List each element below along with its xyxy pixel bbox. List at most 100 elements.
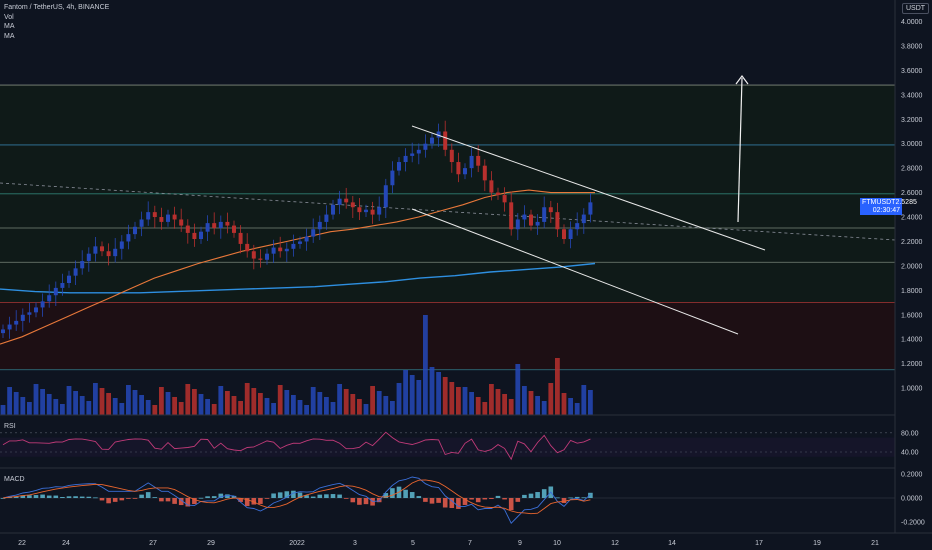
macd-histogram-bar (462, 498, 468, 505)
candle-body (271, 247, 276, 254)
volume-bar (403, 370, 408, 415)
volume-bar (390, 401, 395, 415)
macd-histogram-bar (482, 498, 488, 500)
ma-fast-line (0, 189, 595, 345)
volume-bar (357, 399, 362, 415)
volume-bar (508, 399, 514, 415)
candle-body (298, 241, 302, 244)
candle-body (192, 232, 197, 240)
candle-body (482, 165, 487, 181)
candle-body (535, 221, 540, 226)
volume-bar (442, 377, 448, 415)
volume-bar (528, 391, 534, 415)
volume-bar (152, 405, 158, 415)
volume-bar (561, 393, 567, 415)
macd-histogram-bar (449, 498, 455, 508)
volume-bar (139, 395, 144, 415)
symbol-title: Fantom / TetherUS, 4h, BINANCE (4, 4, 110, 11)
y-tick-label: 2.0000 (901, 263, 923, 270)
volume-bar (172, 397, 177, 415)
candle-body (53, 287, 58, 296)
macd-histogram-bar (152, 497, 158, 498)
y-tick-label: 2.4000 (901, 215, 923, 222)
macd-histogram-bar (106, 498, 111, 504)
macd-histogram-bar (73, 496, 78, 498)
macd-histogram-bar (403, 489, 408, 498)
macd-histogram-bar (436, 498, 441, 503)
candle-body (383, 185, 388, 208)
x-tick-label: 29 (207, 540, 215, 547)
candle-body (14, 320, 19, 325)
x-tick-label: 21 (871, 540, 879, 547)
volume-bar (7, 387, 12, 415)
candle-body (225, 221, 230, 226)
volume-bar (271, 403, 276, 415)
ma-label: MA (4, 23, 15, 30)
candle-body (278, 247, 283, 252)
volume-bar (574, 403, 580, 415)
macd-histogram-bar (46, 495, 52, 498)
volume-bar (343, 389, 349, 415)
price-tag-countdown: 02:30:47 (872, 207, 900, 214)
rsi-pane-label: RSI (4, 423, 16, 430)
x-tick-label: 24 (62, 540, 70, 547)
volume-bar (396, 383, 402, 415)
macd-histogram-bar (515, 498, 521, 502)
candle-body (397, 162, 401, 171)
candle-body (179, 219, 184, 226)
volume-bar (317, 392, 323, 415)
volume-bar (106, 393, 111, 415)
y-tick-label: 2.8000 (901, 166, 923, 173)
x-tick-label: 22 (18, 540, 26, 547)
macd-histogram-bar (126, 498, 131, 499)
sky-zone (0, 0, 895, 86)
macd-histogram-bar (297, 492, 303, 498)
macd-histogram-bar (145, 492, 151, 498)
volume-bar (383, 396, 389, 415)
ma-slow-line (0, 262, 596, 294)
volume-bar (159, 387, 164, 415)
x-tick-label: 9 (518, 540, 522, 547)
candle-body (100, 246, 104, 252)
macd-histogram-bar (165, 498, 171, 502)
macd-histogram-bar (357, 498, 362, 505)
macd-histogram-bar (383, 493, 389, 498)
volume-bar (449, 382, 455, 415)
candle-body (350, 202, 355, 208)
candle-body (126, 234, 131, 242)
macd-histogram-bar (271, 493, 276, 498)
macd-histogram-bar (218, 493, 224, 498)
volume-bar (73, 391, 78, 415)
macd-tick-label: 0.2000 (901, 472, 923, 479)
candle-body (377, 207, 382, 215)
x-tick-label: 27 (149, 540, 157, 547)
quote-currency-badge[interactable]: USDT (902, 3, 930, 14)
y-tick-label: 4.0000 (901, 19, 923, 26)
macd-histogram-bar (231, 495, 237, 498)
volume-bar (376, 391, 382, 415)
volume-bar (238, 401, 243, 415)
x-tick-label: 5 (411, 540, 415, 547)
candle-body (232, 225, 236, 233)
y-tick-label: 1.4000 (901, 337, 923, 344)
volume-bar (119, 403, 125, 415)
macd-histogram-bar (561, 498, 567, 504)
macd-histogram-bar (574, 496, 580, 498)
volume-bar (284, 390, 290, 415)
candle-body (463, 168, 467, 175)
macd-pane-label: MACD (4, 476, 25, 483)
macd-histogram-bar (132, 498, 138, 499)
macd-line (2, 476, 591, 524)
x-tick-label: 10 (553, 540, 561, 547)
macd-histogram-bar (93, 497, 98, 499)
macd-histogram-bar (535, 492, 540, 498)
candle-body (456, 162, 461, 175)
volume-bar (588, 390, 593, 415)
candle-body (80, 261, 85, 269)
macd-histogram-bar (238, 498, 243, 502)
target-arrow-head (735, 75, 749, 85)
y-tick-label: 2.6000 (901, 190, 923, 197)
volume-bar (20, 397, 26, 415)
price-tag-value: 2.5285 (895, 199, 917, 206)
